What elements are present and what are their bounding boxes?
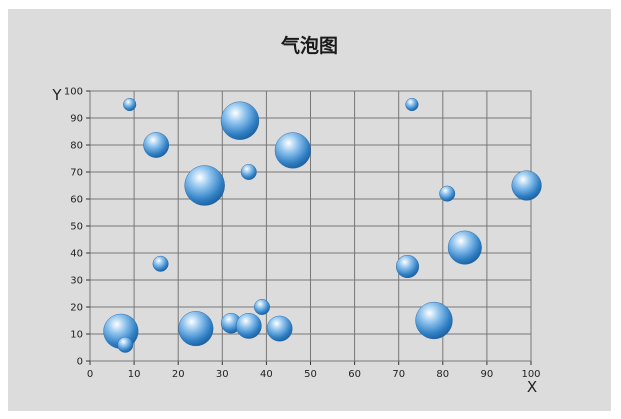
y-tick-label: 0 [77,357,83,368]
y-tick-label: 100 [64,87,83,98]
chart-title: 气泡图 [280,35,338,57]
x-tick-label: 100 [521,369,540,380]
bubble-5 [184,165,225,206]
x-tick-label: 0 [87,369,93,380]
x-tick-label: 10 [128,369,141,380]
bubble-8 [117,336,134,353]
bubble-14 [405,97,419,112]
y-axis-label: Y [51,86,62,104]
bubble-11 [235,313,262,339]
y-tick-label: 60 [70,195,83,206]
bubble-1 [143,132,169,158]
y-tick-label: 40 [70,249,83,260]
grid-lines [86,90,532,365]
y-tick-label: 50 [70,222,83,233]
bubble-4 [240,164,257,180]
x-tick-label: 20 [172,369,185,380]
y-tick-label: 80 [70,141,83,152]
y-tick-label: 10 [70,330,83,341]
bubble-6 [152,255,169,272]
y-tick-label: 30 [70,276,83,287]
bubbles [103,97,542,353]
bubble-18 [396,254,420,279]
bubble-9 [178,311,214,347]
bubble-13 [266,315,293,342]
bubble-12 [254,299,270,315]
x-tick-label: 80 [436,369,449,380]
y-tick-label: 90 [70,114,83,125]
y-tick-label: 20 [70,303,83,314]
x-tick-label: 70 [392,369,405,380]
x-tick-label: 90 [481,369,494,380]
x-tick-label: 50 [304,369,317,380]
x-axis-label: X [527,378,537,396]
tick-labels: 0 10 20 30 40 50 60 70 80 90 100 0 10 20 30 40 50 60 70 80 9… [64,87,541,381]
x-tick-label: 60 [348,369,361,380]
bubble-17 [447,230,482,265]
bubble-16 [511,170,542,201]
bubble-19 [415,301,453,340]
x-tick-label: 30 [216,369,229,380]
bubble-3 [274,132,311,169]
y-tick-label: 70 [70,168,83,179]
bubble-0 [123,97,137,112]
x-tick-label: 40 [260,369,273,380]
bubble-15 [439,185,456,202]
bubble-2 [220,101,260,140]
